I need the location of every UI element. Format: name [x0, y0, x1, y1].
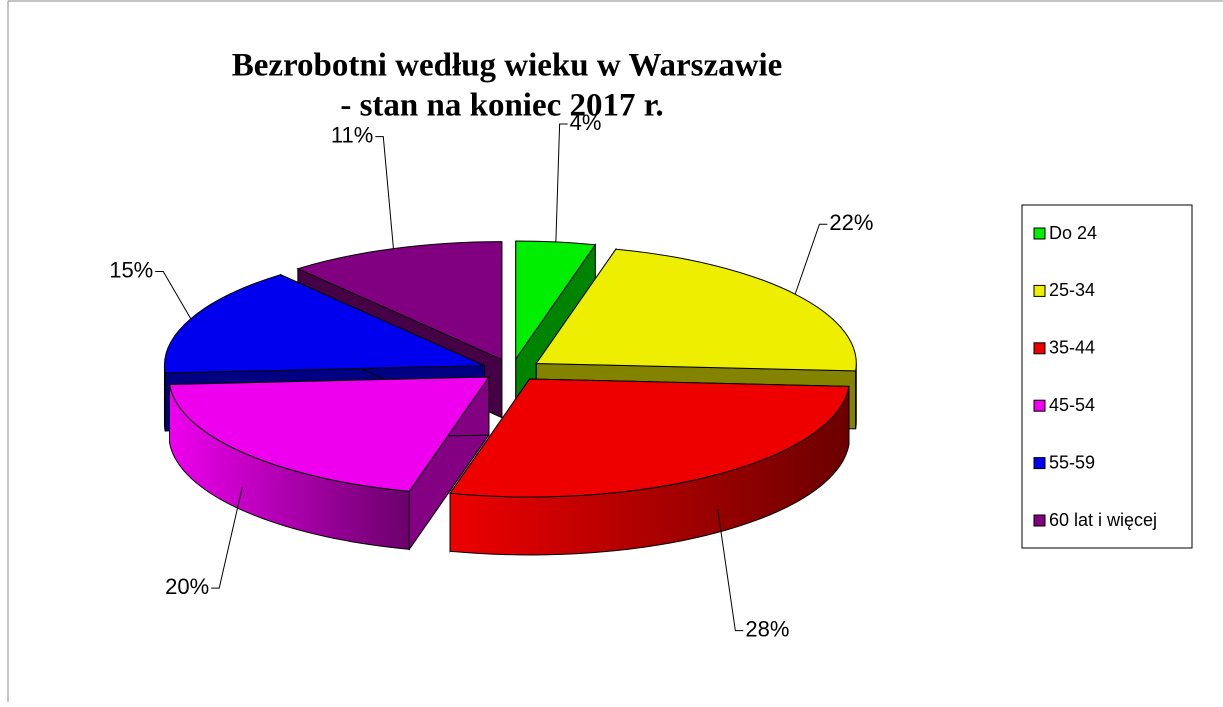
leader-line [794, 223, 828, 295]
legend-label: 25-34 [1049, 280, 1095, 300]
data-label: 15% [109, 257, 153, 282]
slice-top [449, 378, 850, 498]
slice [449, 377, 850, 556]
legend-swatch [1033, 457, 1046, 470]
legend-swatch [1033, 342, 1046, 355]
legend-swatch [1033, 227, 1046, 240]
leader-line [375, 136, 394, 249]
slice-side [855, 363, 857, 429]
leader-line [155, 271, 192, 319]
legend-label: 55-59 [1049, 452, 1095, 472]
legend-label: Do 24 [1049, 223, 1097, 243]
legend-label: 60 lat i więcej [1049, 510, 1157, 530]
slice-top [296, 241, 503, 361]
data-label: 4% [570, 110, 602, 135]
legend-swatch [1033, 399, 1046, 412]
legend-label: 35-44 [1049, 338, 1095, 358]
data-label: 22% [829, 210, 873, 235]
data-label: 20% [165, 574, 209, 599]
slice-top [535, 248, 857, 372]
legend-label: 45-54 [1049, 395, 1095, 415]
slice-top [164, 274, 485, 374]
leader-line [555, 123, 568, 242]
legend [1021, 204, 1193, 549]
slice-top [168, 376, 490, 492]
slice-top [515, 240, 597, 361]
slice [168, 375, 490, 551]
data-label: 11% [331, 122, 373, 147]
leader-line [211, 486, 243, 589]
data-label: 28% [745, 616, 789, 641]
legend-swatch [1033, 284, 1046, 297]
chart-title: - stan na koniec 2017 r. [340, 88, 663, 124]
leader-line [717, 509, 744, 632]
legend-swatch [1033, 514, 1046, 527]
chart-title: Bezrobotni według wieku w Warszawie [232, 48, 783, 84]
slice-side [163, 365, 166, 432]
